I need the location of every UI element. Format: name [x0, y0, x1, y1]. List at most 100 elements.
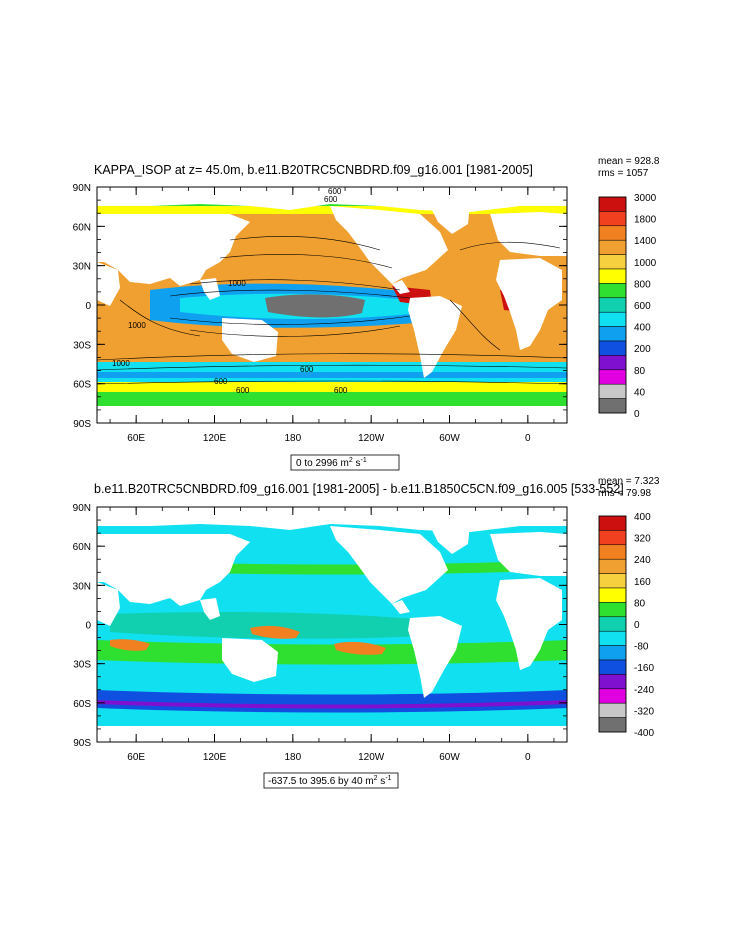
- colorbar-swatch: [598, 645, 627, 661]
- contour-label: 1000: [112, 359, 130, 368]
- colorbar-swatch: [598, 225, 627, 241]
- y-tick-label: 0: [85, 301, 91, 312]
- land-australia: [222, 318, 278, 362]
- colorbar-swatch: [598, 239, 627, 255]
- x-tick-label: 180: [284, 752, 301, 763]
- colorbar-label: 400: [634, 323, 651, 334]
- colorbar-label: 160: [634, 577, 651, 588]
- land-antarctica: [97, 726, 567, 742]
- colorbar-swatch: [598, 659, 627, 675]
- contour-label: 1000: [228, 279, 246, 288]
- contour-line: [119, 299, 201, 337]
- colorbar-swatch: [598, 196, 627, 212]
- contour-line: [449, 299, 501, 351]
- colorbar-label: 400: [634, 512, 651, 523]
- south-green: [97, 392, 567, 406]
- contour-label: 600: [214, 377, 228, 386]
- x-tick-label: 180: [284, 433, 301, 444]
- panel-1-contours: [97, 236, 567, 385]
- y-tick-label: 60N: [73, 222, 91, 233]
- x-tick-label: 60W: [439, 752, 460, 763]
- land-indochina: [200, 278, 220, 300]
- panel-1: KAPPA_ISOP at z= 45.0m, b.e11.B20TRC5CNB…: [73, 156, 660, 471]
- colorbar-swatch: [598, 616, 627, 632]
- land-africa: [496, 578, 562, 670]
- land-south-america: [408, 296, 462, 378]
- colorbar-swatch: [598, 544, 627, 560]
- panel-2: b.e11.B20TRC5CNBDRD.f09_g16.001 [1981-20…: [73, 476, 660, 789]
- colorbar-swatch: [598, 383, 627, 399]
- colorbar-swatch: [598, 688, 627, 704]
- contour-line: [97, 380, 567, 385]
- colorbar-label: -320: [634, 706, 654, 717]
- contour-label: 1000: [128, 321, 146, 330]
- colorbar-swatch: [598, 326, 627, 342]
- anomaly-high-2: [334, 641, 386, 655]
- equatorial-band: [110, 612, 430, 639]
- colorbar-label: 320: [634, 534, 651, 545]
- colorbar-swatch: [598, 515, 627, 531]
- land-europe: [490, 532, 567, 576]
- colorbar-swatch: [598, 530, 627, 546]
- colorbar-swatch: [598, 211, 627, 227]
- panel-2-range-label: -637.5 to 395.6 by 40 m2 s-1: [268, 775, 392, 787]
- x-tick-label: 0: [525, 433, 531, 444]
- colorbar-swatch: [598, 297, 627, 313]
- panel-2-range-box: [263, 772, 399, 789]
- x-tick-label: 0: [525, 752, 531, 763]
- contour-line: [189, 325, 401, 337]
- contour-label: 600: [300, 365, 314, 374]
- colorbar-swatch: [598, 558, 627, 574]
- y-tick-label: 90N: [73, 183, 91, 194]
- panel-2-title: b.e11.B20TRC5CNBDRD.f09_g16.001 [1981-20…: [94, 482, 624, 496]
- southern-deep: [97, 700, 567, 709]
- colorbar-swatch: [598, 674, 627, 690]
- colorbar-label: -400: [634, 728, 654, 739]
- colorbar-swatch: [598, 369, 627, 385]
- colorbar-swatch: [598, 254, 627, 270]
- panel-2-mean: mean = 7.323: [598, 476, 660, 487]
- colorbar-label: 240: [634, 555, 651, 566]
- y-tick-label: 60S: [73, 699, 91, 710]
- panel-2-rms: rms = 79.98: [598, 488, 652, 499]
- land-asia: [97, 534, 250, 606]
- x-tick-label: 60E: [127, 752, 145, 763]
- colorbar-swatch: [598, 630, 627, 646]
- colorbar-swatch: [598, 398, 627, 414]
- contour-label: 600: [236, 386, 250, 395]
- y-tick-label: 90S: [73, 419, 91, 430]
- colorbar-label: 80: [634, 598, 646, 609]
- panel-2-axes: 60E 120E 180 120W 60W 0 90N 60N 30N 0 30S 60S 90S: [73, 503, 567, 763]
- colorbar-label: 1400: [634, 236, 657, 247]
- colorbar-swatch: [598, 268, 627, 284]
- contour-label: 600: [328, 187, 342, 196]
- colorbar-swatch: [598, 573, 627, 589]
- panel-1-mean: mean = 928.8: [598, 156, 660, 167]
- panel-2-map: [97, 507, 567, 742]
- land-asia: [97, 214, 250, 286]
- contour-line: [189, 279, 401, 291]
- y-tick-label: 0: [85, 621, 91, 632]
- contour-line: [169, 315, 411, 325]
- x-tick-label: 120E: [203, 433, 227, 444]
- land-north-america: [330, 526, 448, 604]
- land-india: [97, 582, 120, 626]
- contour-line: [459, 241, 561, 251]
- colorbar-label: -80: [634, 642, 649, 653]
- land-antarctica: [97, 406, 567, 423]
- colorbar-swatch: [598, 717, 627, 733]
- land-north-america: [330, 206, 448, 284]
- land-greenland: [430, 204, 470, 234]
- pacific-low: [265, 294, 365, 318]
- colorbar-label: 600: [634, 301, 651, 312]
- colorbar-label: 0: [634, 409, 640, 420]
- y-tick-label: 60N: [73, 542, 91, 553]
- x-tick-label: 60W: [439, 433, 460, 444]
- colorbar-swatch: [598, 587, 627, 603]
- panel-2-colorbar: 400 320 240 160 80 0 -80 -160 -240 -320 -400: [598, 512, 654, 739]
- southern-ocean-inner: [97, 372, 567, 378]
- contour-line: [229, 236, 381, 251]
- panel-1-rms: rms = 1057: [598, 168, 649, 179]
- land-central-america: [392, 280, 410, 294]
